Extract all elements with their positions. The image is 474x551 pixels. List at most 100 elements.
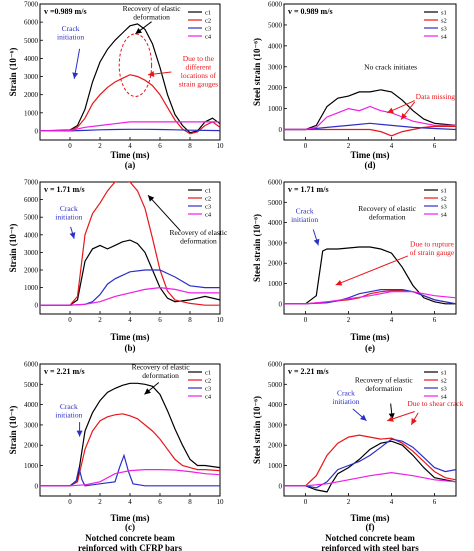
plot-frame [39, 181, 221, 315]
x-tick-label: 2 [98, 498, 102, 506]
legend-label-s2: s2 [441, 377, 447, 384]
y-tick-label: 5000 [24, 37, 39, 45]
annotation-arrow [335, 255, 409, 286]
panel-caption: Notched concrete beam reinforced with CFR… [78, 533, 182, 551]
legend-label-s3: s3 [441, 385, 447, 392]
x-tick-label: 6 [433, 316, 437, 324]
y-tick-label: 4000 [24, 55, 39, 63]
plot-frame [283, 363, 457, 497]
series-line-s2 [284, 434, 456, 487]
x-axis-label: Time (ms) [110, 150, 149, 160]
y-tick-label: 1000 [268, 105, 283, 113]
x-tick-label: 4 [128, 142, 132, 150]
y-tick-label: 3000 [24, 73, 39, 81]
y-axis-label: Steel strain (10⁻⁶) [252, 396, 262, 464]
velocity-label: v = 2.21 m/s [44, 367, 85, 376]
annotation-arrow [72, 48, 81, 79]
plot-frame [283, 181, 457, 315]
series-line-c2 [40, 182, 220, 306]
panel-label: (d) [365, 160, 376, 170]
annotation-arrow [76, 422, 83, 437]
annotation-arrow [352, 408, 367, 422]
chart-panel-a: 0 2 4 6 8 10 0 1000 2000 3000 4000 5000 6000 7000 Time… [8, 1, 224, 171]
legend-label-c3: c3 [205, 203, 211, 210]
x-tick-label: 8 [188, 316, 192, 324]
y-tick-label: 6000 [268, 361, 283, 369]
annotation-2: Crack initiation [57, 24, 84, 42]
series-line-s3 [284, 122, 456, 131]
y-tick-label: 3000 [268, 421, 283, 429]
annotation-arrow [410, 412, 419, 425]
x-tick-label: 10 [217, 316, 225, 324]
legend-label-c3: c3 [205, 385, 211, 392]
annotation-arrow [312, 229, 320, 246]
y-tick-label: 0 [35, 482, 39, 490]
x-tick-label: 6 [158, 498, 162, 506]
x-tick-label: 6 [158, 142, 162, 150]
y-tick-label: 4000 [268, 219, 283, 227]
legend-label-s2: s2 [441, 195, 447, 202]
series-line-c1 [40, 23, 220, 134]
x-tick-label: 2 [347, 316, 351, 324]
series-line-s2 [284, 125, 456, 137]
x-tick-label: 2 [98, 142, 102, 150]
x-tick-label: 0 [68, 498, 72, 506]
x-tick-label: 4 [128, 316, 132, 324]
panel-label: (c) [125, 522, 135, 532]
legend-label-s2: s2 [441, 17, 447, 24]
plot-frame [283, 3, 457, 141]
velocity-label: v = 1.71 m/s [44, 185, 85, 194]
y-tick-label: 1000 [268, 462, 283, 470]
panel-label: (f) [366, 522, 375, 532]
y-tick-label: 6000 [24, 196, 39, 204]
x-tick-label: 2 [347, 498, 351, 506]
chart-panel-e: 0 2 4 6 0 1000 2000 3000 4000 5000 6000 Time (ms) St… [252, 179, 457, 353]
legend-label-s3: s3 [441, 203, 447, 210]
highlight-ellipse [118, 33, 153, 97]
panel-caption: Notched concrete beam reinforced with ste… [321, 533, 419, 551]
x-tick-label: 0 [304, 498, 308, 506]
annotation-1: No crack initiates [364, 62, 417, 71]
annotation-2: Crack initiation [332, 389, 359, 407]
annotation-arrow [386, 100, 415, 114]
series-line-s2 [284, 290, 456, 305]
series-line-c2 [40, 413, 220, 487]
chart-panel-f: 0 2 4 6 0 1000 2000 3000 4000 5000 6000 Time (ms) St… [252, 361, 464, 551]
annotation-3: Due to shear crack [407, 399, 463, 408]
annotation-arrow [144, 382, 160, 395]
annotation-1: Recovery of elastic deformation [123, 4, 182, 22]
y-axis-label: Steel strain (10⁻⁶) [252, 214, 262, 282]
y-tick-label: 1000 [24, 109, 39, 117]
series-line-c4 [40, 469, 220, 487]
series-line-c2 [40, 74, 220, 135]
y-tick-label: 0 [279, 126, 283, 134]
y-axis-label: Strain (10⁻⁶) [8, 224, 18, 273]
x-axis-label: Time (ms) [350, 150, 389, 160]
x-tick-label: 2 [98, 316, 102, 324]
x-tick-label: 6 [158, 316, 162, 324]
series-line-c3 [40, 453, 220, 487]
y-axis-label: Strain (10⁻⁶) [8, 48, 18, 97]
legend-label-c1: c1 [205, 369, 211, 376]
legend-label-c4: c4 [205, 33, 212, 40]
y-tick-label: 6000 [24, 19, 39, 27]
annotation-arrow [400, 101, 416, 120]
annotation-2: Crack initiation [55, 402, 82, 420]
x-axis-label: Time (ms) [110, 513, 149, 523]
legend-label-c3: c3 [205, 25, 211, 32]
velocity-label: v = 1.71 m/s [288, 185, 329, 194]
legend-label-s1: s1 [441, 187, 447, 194]
velocity-label: v = 2.21 m/s [288, 367, 329, 376]
series-line-s4 [284, 105, 456, 131]
series-line-c3 [40, 128, 220, 132]
chart-panel-d: 0 2 4 6 0 1000 2000 3000 4000 5000 6000 Time (ms) St… [252, 1, 457, 170]
annotation-1: Crack initiation [291, 207, 318, 225]
legend-label-s4: s4 [441, 33, 448, 40]
series-line-c4 [40, 286, 220, 306]
y-tick-label: 6000 [268, 1, 283, 9]
velocity-label: v = 0.989 m/s [288, 7, 333, 16]
